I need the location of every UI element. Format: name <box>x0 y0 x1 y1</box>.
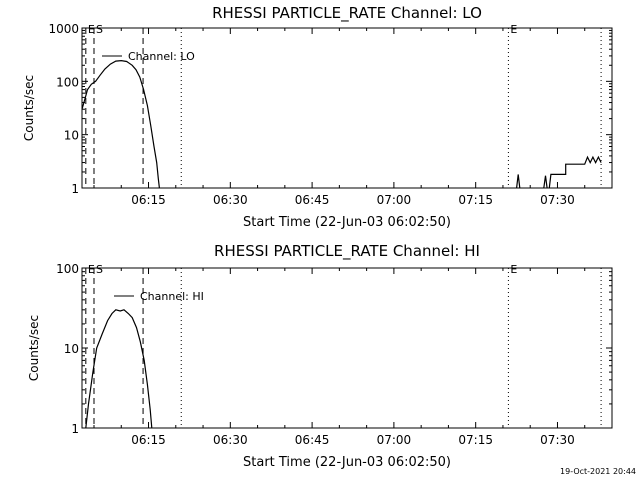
x-axis-label: Start Time (22-Jun-03 06:02:50) <box>243 215 451 230</box>
lo-channel-panel: RHESSI PARTICLE_RATE Channel: LO 06:15 06:… <box>22 4 613 230</box>
x-tick-label: 07:00 <box>377 433 412 447</box>
x-tick-label: 07:30 <box>540 433 575 447</box>
x-tick-label: 06:45 <box>295 433 330 447</box>
x-axis-label: Start Time (22-Jun-03 06:02:50) <box>243 455 451 470</box>
marker-label: S <box>96 263 103 276</box>
y-tick-label: 10 <box>64 129 79 143</box>
marker-label: E <box>88 263 95 276</box>
series-line <box>548 155 602 189</box>
y-tick-label: 1 <box>71 422 79 436</box>
x-tick-label: 06:30 <box>213 193 248 207</box>
y-tick-label: 1000 <box>48 22 79 36</box>
marker-label: E <box>88 23 95 36</box>
y-tick-label: 100 <box>56 75 79 89</box>
marker-label: E <box>510 23 517 36</box>
y-axis-label: Counts/sec <box>22 75 36 141</box>
x-tick-label: 06:30 <box>213 433 248 447</box>
y-tick-label: 100 <box>56 262 79 276</box>
x-tick-label: 07:15 <box>458 193 493 207</box>
legend-label: Channel: HI <box>140 290 204 303</box>
series-line <box>543 175 548 189</box>
series-line <box>516 174 521 189</box>
legend-label: Channel: LO <box>128 50 195 63</box>
marker-label: S <box>96 23 103 36</box>
x-tick-label: 06:15 <box>131 433 166 447</box>
hi-channel-panel: RHESSI PARTICLE_RATE Channel: HI 06:15 06:… <box>27 242 613 470</box>
chart-title: RHESSI PARTICLE_RATE Channel: LO <box>212 4 482 23</box>
series-line <box>81 59 160 189</box>
x-tick-label: 06:15 <box>131 193 166 207</box>
x-tick-label: 07:00 <box>377 193 412 207</box>
x-tick-label: 07:15 <box>458 433 493 447</box>
x-tick-label: 07:30 <box>540 193 575 207</box>
marker-label: E <box>510 263 517 276</box>
y-tick-label: 10 <box>64 342 79 356</box>
footer-timestamp: 19-Oct-2021 20:44 <box>560 467 636 476</box>
y-axis-label: Counts/sec <box>27 315 41 381</box>
series-line <box>85 309 153 429</box>
chart-title: RHESSI PARTICLE_RATE Channel: HI <box>214 242 480 261</box>
y-tick-label: 1 <box>71 182 79 196</box>
x-tick-label: 06:45 <box>295 193 330 207</box>
